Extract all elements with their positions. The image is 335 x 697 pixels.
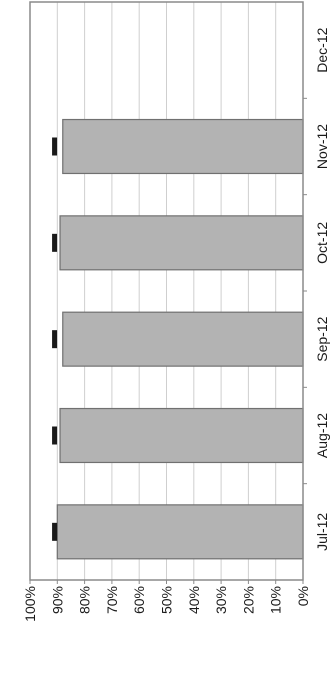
value-tick-label: 50% bbox=[159, 586, 175, 614]
category-label: Sep-12 bbox=[314, 316, 330, 361]
value-tick-label: 80% bbox=[77, 586, 93, 614]
category-axis-ticks: Jul-12 Aug-12 Sep-12 Oct-12 Nov-12 Dec-12 bbox=[303, 27, 330, 551]
bar bbox=[62, 311, 304, 367]
category-label: Dec-12 bbox=[314, 27, 330, 72]
category-label: Oct-12 bbox=[314, 222, 330, 264]
value-tick-label: 90% bbox=[49, 586, 65, 614]
bar bbox=[59, 215, 304, 271]
bars bbox=[56, 118, 304, 560]
bar bbox=[56, 504, 304, 560]
value-tick-label: 70% bbox=[104, 586, 120, 614]
value-tick-label: 100% bbox=[22, 586, 38, 622]
value-tick-label: 60% bbox=[131, 586, 147, 614]
value-tick-label: 40% bbox=[186, 586, 202, 614]
value-tick-label: 10% bbox=[268, 586, 284, 614]
target-marker bbox=[52, 522, 58, 541]
value-tick-label: 30% bbox=[213, 586, 229, 614]
value-axis-ticks: 0% 10% 20% 30% 40% 50% 60% 70% 80% 90% 100% bbox=[22, 580, 311, 622]
category-label: Aug-12 bbox=[314, 413, 330, 458]
value-tick-label: 20% bbox=[240, 586, 256, 614]
target-marker bbox=[52, 233, 58, 252]
target-marker bbox=[52, 330, 58, 349]
value-tick-label: 0% bbox=[295, 586, 311, 606]
target-marker bbox=[52, 137, 58, 156]
target-marker bbox=[52, 426, 58, 445]
bar bbox=[62, 118, 304, 175]
category-label: Jul-12 bbox=[314, 513, 330, 551]
gridlines bbox=[56, 2, 277, 580]
target-markers bbox=[52, 137, 58, 541]
bar bbox=[59, 407, 304, 464]
category-label: Nov-12 bbox=[314, 124, 330, 169]
